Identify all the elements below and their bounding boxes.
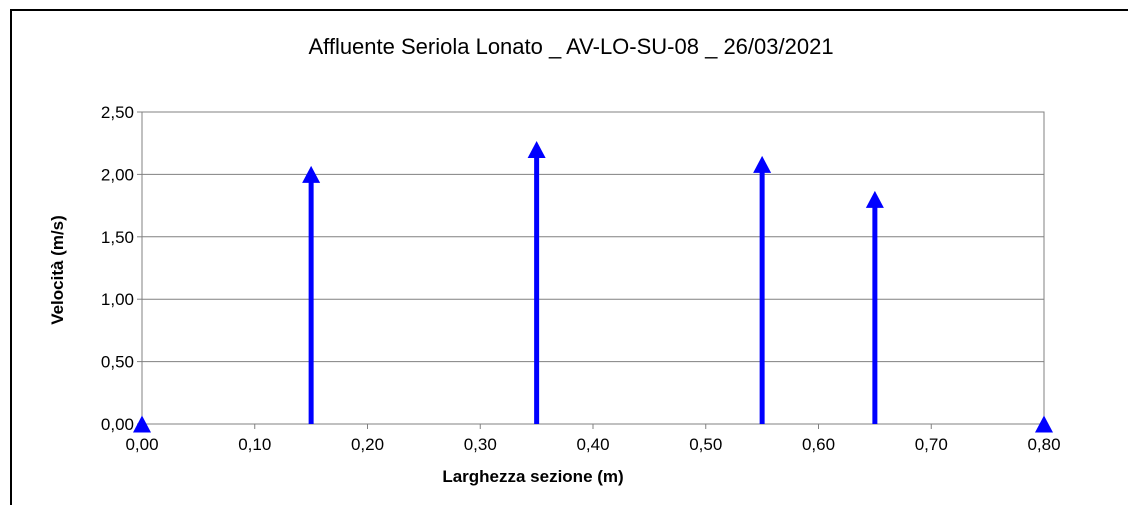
arrow-head (133, 415, 151, 433)
arrow-head (1035, 415, 1053, 433)
arrow-head (527, 140, 546, 158)
y-tick-label: 2,00 (101, 165, 134, 184)
x-tick-label: 0,70 (915, 435, 948, 454)
y-tick-label: 0,50 (101, 353, 134, 372)
x-tick-label: 0,00 (125, 435, 158, 454)
velocity-arrow (1035, 415, 1053, 433)
x-tick-label: 0,30 (464, 435, 497, 454)
arrow-head (753, 155, 772, 173)
velocity-arrow (133, 415, 151, 433)
chart-title: Affluente Seriola Lonato _ AV-LO-SU-08 _… (308, 34, 833, 59)
arrow-head (302, 165, 321, 183)
y-tick-label: 1,00 (101, 290, 134, 309)
velocity-arrow (865, 190, 884, 424)
x-tick-label: 0,50 (689, 435, 722, 454)
x-tick-label: 0,10 (238, 435, 271, 454)
y-tick-label: 1,50 (101, 228, 134, 247)
chart-frame (10, 9, 1128, 505)
y-tick-label: 0,00 (101, 415, 134, 434)
velocity-arrow (753, 155, 772, 424)
x-tick-label: 0,40 (576, 435, 609, 454)
y-axis-label: Velocità (m/s) (48, 215, 67, 325)
velocity-arrow (302, 165, 321, 424)
data-marks (133, 140, 1053, 433)
x-axis-ticks: 0,00 0,10 0,20 0,30 0,40 0,50 0,60 0,70 0,80 (125, 424, 1061, 454)
x-tick-label: 0,20 (351, 435, 384, 454)
grid (142, 173, 1044, 363)
arrow-head (865, 190, 884, 208)
y-axis-ticks: 0,00 0,50 1,00 1,50 2,00 2,50 (101, 103, 142, 434)
velocity-arrow (527, 140, 546, 424)
x-axis-label: Larghezza sezione (m) (442, 467, 623, 486)
x-tick-label: 0,80 (1027, 435, 1060, 454)
plot-area (141, 111, 1045, 425)
y-tick-label: 2,50 (101, 103, 134, 122)
x-tick-label: 0,60 (802, 435, 835, 454)
